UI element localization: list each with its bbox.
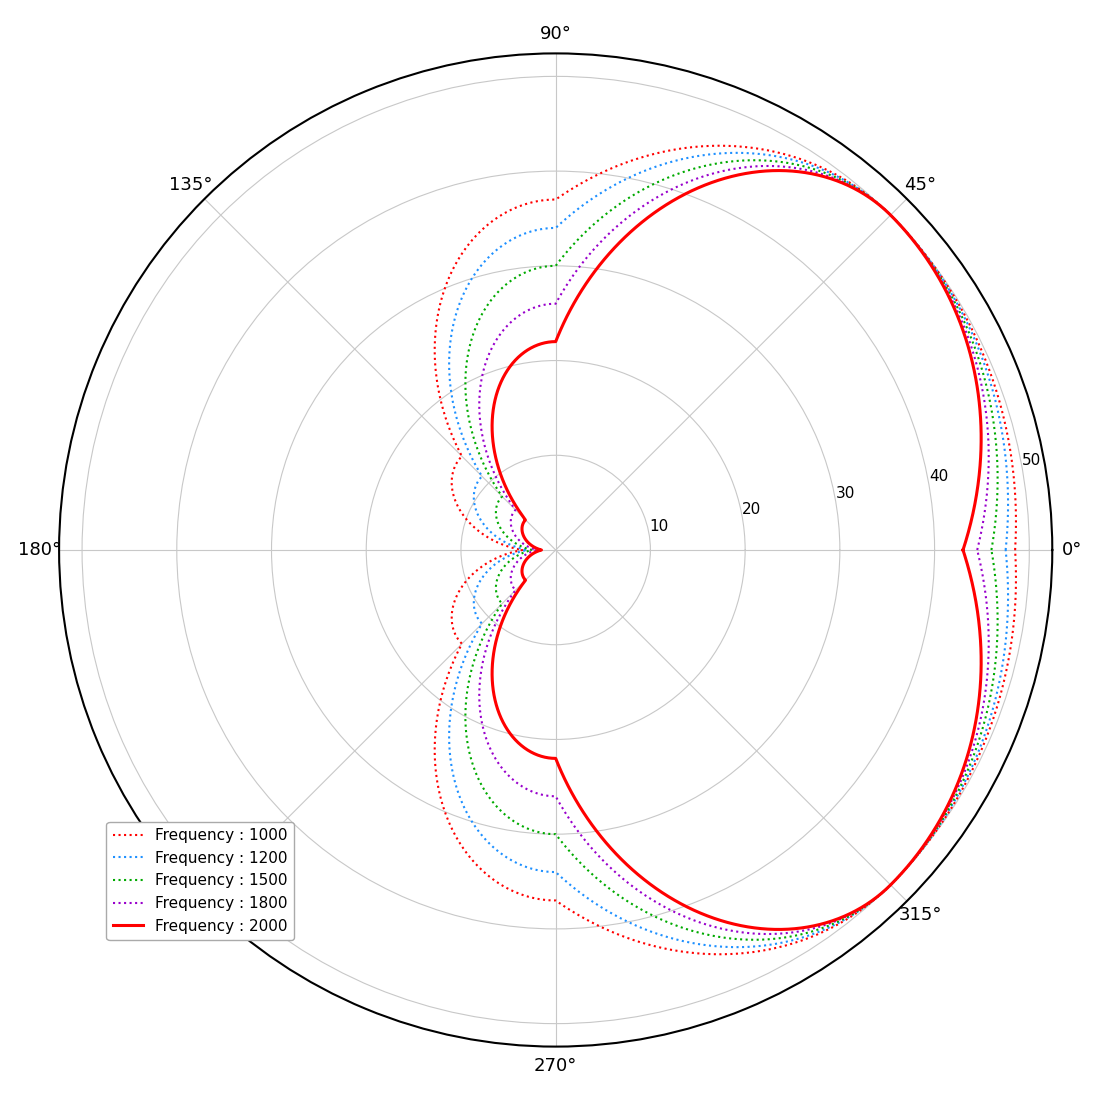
Legend: Frequency : 1000, Frequency : 1200, Frequency : 1500, Frequency : 1800, Frequenc: Frequency : 1000, Frequency : 1200, Freq…: [107, 822, 294, 939]
